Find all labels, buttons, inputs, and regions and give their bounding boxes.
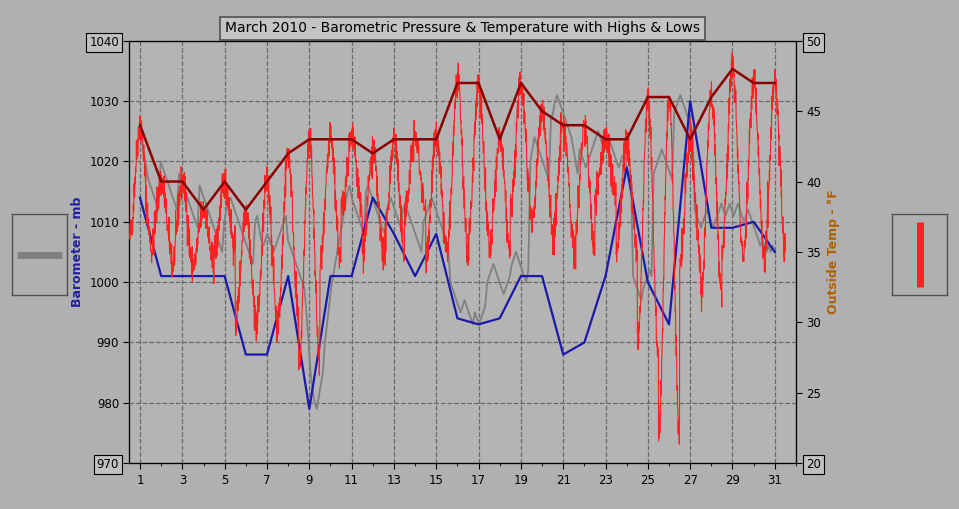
- Y-axis label: Barometer - mb: Barometer - mb: [71, 197, 83, 307]
- Title: March 2010 - Barometric Pressure & Temperature with Highs & Lows: March 2010 - Barometric Pressure & Tempe…: [225, 21, 700, 36]
- Y-axis label: Outside Temp - °F: Outside Temp - °F: [827, 189, 840, 315]
